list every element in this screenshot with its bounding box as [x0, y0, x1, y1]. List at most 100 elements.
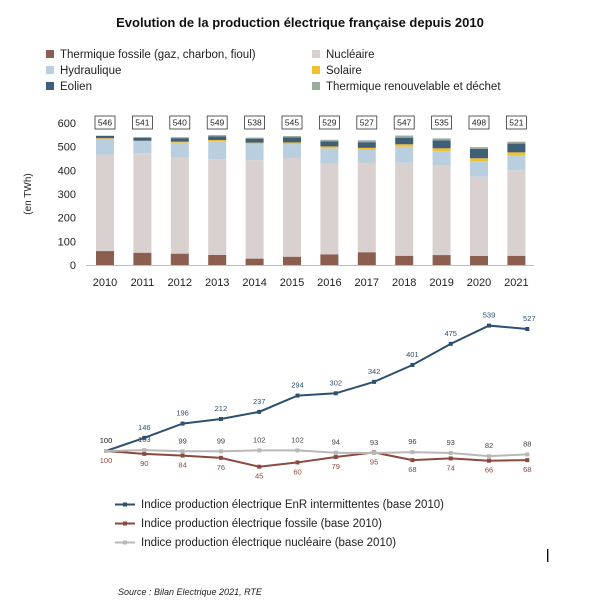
- legend-label: Indice production électrique nucléaire (…: [141, 537, 396, 549]
- chart-title: Evolution de la production électrique fr…: [116, 15, 484, 30]
- x-tick-label: 2018: [392, 277, 416, 289]
- bar-segment: [320, 139, 339, 142]
- bar-segment: [208, 140, 227, 142]
- legend-label: Eolien: [60, 81, 92, 93]
- total-label: 541: [135, 118, 149, 128]
- data-label: 60: [293, 467, 301, 476]
- bar-segment: [395, 137, 414, 145]
- bar-segment: [470, 148, 488, 159]
- x-tick-label: 2010: [93, 277, 117, 289]
- total-box: [281, 115, 303, 130]
- bar-segment: [432, 165, 451, 256]
- series-point: [448, 341, 453, 346]
- series-point: [372, 379, 377, 384]
- bar-segment: [432, 140, 451, 149]
- series-point: [410, 450, 415, 455]
- bar-segment: [432, 255, 451, 265]
- series-point: [372, 451, 377, 455]
- series-point: [333, 450, 338, 455]
- y-tick-label: 0: [70, 260, 76, 272]
- total-box: [356, 115, 378, 130]
- bar-segment: [357, 140, 376, 143]
- bar-segment: [170, 141, 189, 143]
- bar-segment: [283, 142, 301, 145]
- bar-segment: [395, 135, 414, 138]
- bar-segment: [96, 251, 114, 265]
- bar-segment: [133, 137, 152, 141]
- data-label: 302: [330, 378, 343, 387]
- bar-segment: [208, 135, 227, 137]
- legend-swatch: [46, 82, 54, 90]
- bar-segment: [283, 158, 301, 257]
- total-label: 546: [98, 118, 112, 128]
- bar-segment: [96, 138, 114, 139]
- series-point: [142, 448, 147, 453]
- series-point: [410, 363, 415, 367]
- total-box: [244, 115, 266, 130]
- data-label: 96: [408, 437, 416, 446]
- total-box: [431, 115, 453, 130]
- legend-swatch: [312, 82, 320, 90]
- series-point: [257, 448, 262, 453]
- x-tick-label: 2012: [168, 277, 192, 289]
- bar-segment: [507, 143, 526, 153]
- series-line: [105, 324, 528, 452]
- x-tick-label: 2011: [131, 277, 155, 289]
- bar-segment: [320, 254, 339, 265]
- legend-label: Hydraulique: [60, 65, 121, 77]
- data-label: 102: [253, 435, 266, 444]
- text-cursor: [547, 549, 549, 562]
- total-label: 540: [173, 118, 187, 128]
- bar-segment: [320, 148, 339, 164]
- legend-label: Indice production électrique EnR intermi…: [141, 499, 444, 511]
- series-point: [180, 449, 185, 454]
- line-chart: 100 146 196 212 237 294 302 342 401 475 539 527 100 9…: [100, 311, 536, 481]
- series-point: [142, 451, 147, 456]
- data-label: 102: [291, 435, 304, 444]
- data-label: 475: [444, 329, 457, 338]
- series-point: [295, 393, 300, 398]
- data-label: 212: [215, 404, 228, 413]
- legend-swatch: [46, 50, 54, 58]
- data-label: 99: [217, 436, 225, 445]
- bar-segment: [283, 144, 301, 159]
- x-tick-label: 2014: [242, 277, 266, 289]
- total-box: [505, 115, 527, 130]
- legend-swatch: [312, 50, 320, 58]
- bar-segment: [470, 176, 488, 257]
- total-box: [393, 115, 415, 130]
- total-label: 529: [322, 118, 336, 128]
- bar-segment: [283, 256, 301, 265]
- bar-segment: [96, 138, 114, 155]
- bar-segment: [208, 136, 227, 141]
- bar-segment: [432, 151, 451, 166]
- bar-segment: [283, 137, 301, 143]
- data-label: 93: [447, 438, 455, 447]
- y-tick-label: 400: [58, 165, 76, 177]
- total-label: 521: [509, 118, 523, 128]
- bar-segment: [507, 255, 526, 265]
- series-point: [295, 460, 300, 465]
- y-axis-label: (en TWh): [23, 173, 34, 215]
- data-label: 68: [408, 465, 416, 474]
- bar-segment: [245, 137, 264, 139]
- x-tick-label: 2017: [355, 277, 379, 289]
- bar-segment: [507, 155, 526, 171]
- data-label: 100: [100, 436, 113, 445]
- series-point: [448, 456, 453, 461]
- bar-segment: [208, 254, 227, 265]
- data-label: 74: [447, 463, 455, 472]
- legend-marker: [123, 521, 127, 526]
- bar-segment: [395, 144, 414, 147]
- data-label: 103: [138, 435, 151, 444]
- bar-segment: [170, 137, 189, 139]
- bar-segment: [507, 170, 526, 256]
- bar-segment: [245, 138, 264, 143]
- bar-segment: [133, 136, 152, 138]
- series-point: [218, 417, 223, 421]
- total-label: 498: [472, 118, 486, 128]
- data-label: 100: [100, 436, 113, 445]
- data-label: 196: [176, 409, 189, 418]
- data-label: 237: [253, 397, 266, 406]
